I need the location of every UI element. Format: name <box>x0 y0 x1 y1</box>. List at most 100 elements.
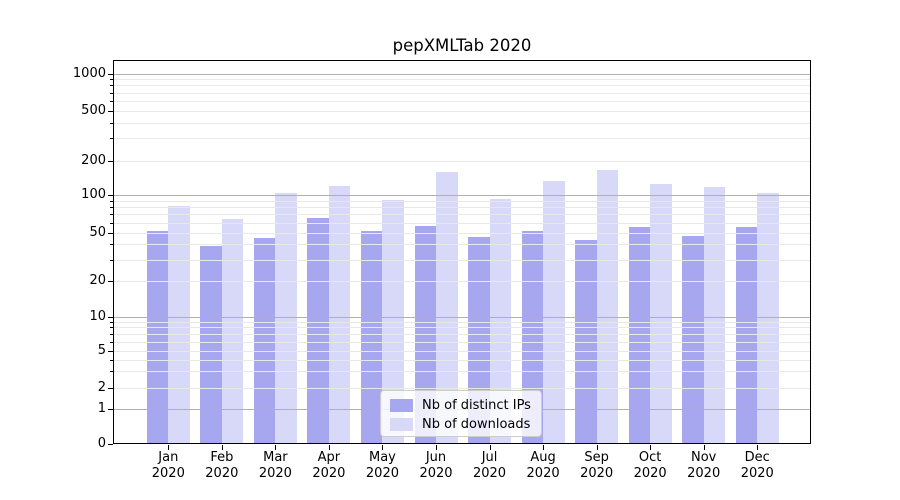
bar-distinct-ips-apr <box>307 218 329 443</box>
bar-distinct-ips-feb <box>200 245 222 443</box>
y-axis-tick-label: 100 <box>81 187 106 202</box>
y-axis-tick <box>108 232 113 234</box>
x-axis-tick <box>168 445 170 450</box>
y-axis-minor-tick <box>110 333 113 335</box>
legend-item: Nb of downloads <box>390 415 533 434</box>
y-axis-tick <box>108 160 113 162</box>
x-axis-tick-label: Jun 2020 <box>419 450 453 481</box>
bar-distinct-ips-nov <box>682 235 704 443</box>
y-axis-tick <box>108 110 113 112</box>
x-axis-tick-label: Jul 2020 <box>472 450 507 481</box>
y-axis-tick <box>108 409 113 410</box>
bar-distinct-ips-mar <box>253 238 276 443</box>
x-axis-tick-label: Nov 2020 <box>687 450 721 481</box>
y-axis-tick <box>108 73 113 75</box>
x-axis-tick-label: Sep 2020 <box>580 450 614 481</box>
x-axis-tick-label: Jan 2020 <box>151 450 185 481</box>
gridline-minor <box>114 214 810 216</box>
x-axis-tick-label: Aug 2020 <box>526 450 560 481</box>
x-axis-tick <box>757 445 759 450</box>
y-axis-minor-tick <box>110 327 113 329</box>
gridline-minor <box>114 388 810 389</box>
y-axis-minor-tick <box>110 341 113 343</box>
gridline-major <box>114 73 810 75</box>
gridline-minor <box>114 222 810 224</box>
y-axis-minor-tick <box>110 321 113 323</box>
bar-downloads-apr <box>328 185 351 443</box>
gridline-minor <box>114 371 810 373</box>
y-axis-minor-tick <box>110 138 113 140</box>
bar-downloads-aug <box>543 181 565 443</box>
y-axis-minor-tick <box>110 100 113 102</box>
legend-item: Nb of distinct IPs <box>390 396 533 415</box>
y-axis-minor-tick <box>110 92 113 94</box>
gridline-minor <box>114 110 810 112</box>
x-axis-tick <box>221 445 223 450</box>
y-axis-tick <box>108 388 113 389</box>
x-axis-tick <box>543 445 545 450</box>
legend: Nb of distinct IPs Nb of downloads <box>380 390 542 437</box>
gridline-minor <box>114 207 810 209</box>
x-axis-tick <box>436 445 437 450</box>
bar-distinct-ips-jan <box>146 231 169 443</box>
y-axis-tick <box>108 316 113 318</box>
y-axis-tick <box>108 281 113 282</box>
y-axis-minor-tick <box>110 244 113 246</box>
x-axis-tick <box>596 445 598 450</box>
gridline-minor <box>114 350 810 352</box>
gridline-minor <box>114 281 810 282</box>
gridline-minor <box>114 341 810 343</box>
y-axis-tick-label: 0 <box>97 436 106 451</box>
gridline-minor <box>114 85 810 87</box>
y-axis-tick-label: 20 <box>89 273 106 288</box>
legend-label-downloads: Nb of downloads <box>422 417 531 432</box>
bar-downloads-feb <box>221 219 244 443</box>
y-axis-minor-tick <box>110 222 113 224</box>
y-axis-minor-tick <box>110 207 113 209</box>
bar-distinct-ips-may <box>360 231 383 443</box>
y-axis-tick-label: 200 <box>81 152 106 168</box>
y-axis-minor-tick <box>110 122 113 124</box>
legend-swatch-downloads-icon <box>390 418 413 431</box>
bar-downloads-mar <box>275 192 297 443</box>
bar-downloads-jun <box>436 172 458 443</box>
plot-area <box>113 60 811 444</box>
gridline-major <box>114 195 810 196</box>
gridline-major <box>114 316 810 318</box>
y-axis-minor-tick <box>110 85 113 87</box>
x-axis-tick <box>328 445 330 450</box>
gridline-minor <box>114 100 810 102</box>
x-axis-tick-label: Dec 2020 <box>740 450 774 481</box>
gridline-minor <box>114 92 810 94</box>
y-axis-minor-tick <box>110 79 113 81</box>
x-axis-tick-label: Apr 2020 <box>312 450 346 481</box>
y-axis-minor-tick <box>110 259 113 261</box>
x-axis-tick <box>382 445 384 450</box>
y-axis-tick-label: 5 <box>97 342 106 358</box>
x-axis-tick-label: May 2020 <box>365 450 399 481</box>
y-axis-minor-tick <box>110 371 113 373</box>
bar-downloads-oct <box>650 184 672 443</box>
bar-downloads-sep <box>596 170 619 443</box>
y-axis-tick-label: 500 <box>81 102 106 118</box>
gridline-minor <box>114 327 810 329</box>
x-axis-tick <box>703 445 705 450</box>
gridline-minor <box>114 321 810 323</box>
bar-downloads-nov <box>703 186 726 443</box>
gridline-minor <box>114 232 810 234</box>
y-axis-tick-label: 2 <box>97 380 106 395</box>
y-axis-tick-label: 50 <box>89 224 106 240</box>
gridline-minor <box>114 160 810 162</box>
chart-title: pepXMLTab 2020 <box>392 36 532 55</box>
legend-label-distinct-ips: Nb of distinct IPs <box>422 398 531 413</box>
x-axis-tick-label: Feb 2020 <box>205 450 239 481</box>
gridline-minor <box>114 244 810 246</box>
gridline-minor <box>114 122 810 124</box>
legend-swatch-distinct-ips-icon <box>390 399 413 412</box>
y-axis-tick <box>108 444 113 445</box>
y-axis-tick-label: 1 <box>97 401 106 416</box>
bar-downloads-jan <box>168 205 190 443</box>
y-axis-tick-label: 1000 <box>72 65 106 81</box>
gridline-minor <box>114 200 810 202</box>
x-axis-tick <box>489 445 491 450</box>
